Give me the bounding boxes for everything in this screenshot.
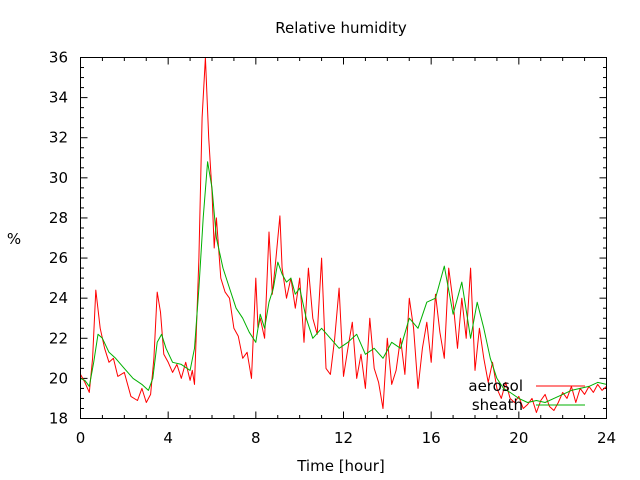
y-tick-label: 22 — [49, 329, 68, 347]
series-layer — [80, 57, 607, 413]
y-tick-label: 30 — [49, 169, 68, 187]
x-tick-label: 16 — [422, 429, 441, 447]
chart-title: Relative humidity — [275, 19, 407, 37]
y-tick-label: 24 — [49, 289, 68, 307]
y-tick-label: 26 — [49, 249, 68, 267]
x-tick-label: 12 — [334, 429, 353, 447]
legend-label-sheath: sheath — [472, 396, 523, 414]
legend-label-aerosol: aerosol — [468, 377, 523, 395]
series-line-aerosol — [80, 57, 607, 413]
plot-frame — [80, 57, 607, 419]
tick-labels: 0 4 8 12 16 20 24 18 20 22 24 26 28 30 32 34 36 — [49, 49, 616, 448]
y-tick-label: 28 — [49, 209, 68, 227]
y-tick-label: 34 — [49, 89, 68, 107]
x-axis-label: Time [hour] — [296, 457, 385, 475]
y-tick-label: 18 — [49, 410, 68, 428]
y-tick-label: 20 — [49, 369, 68, 387]
y-tick-label: 32 — [49, 129, 68, 147]
x-tick-label: 4 — [163, 429, 173, 447]
series-line-sheath — [80, 161, 607, 403]
y-axis-label: % — [7, 230, 21, 248]
x-tick-label: 0 — [76, 429, 86, 447]
y-tick-label: 36 — [49, 49, 68, 67]
x-tick-label: 20 — [509, 429, 528, 447]
legend: aerosol sheath — [468, 377, 585, 414]
x-tick-label: 24 — [597, 429, 616, 447]
x-tick-label: 8 — [251, 429, 261, 447]
